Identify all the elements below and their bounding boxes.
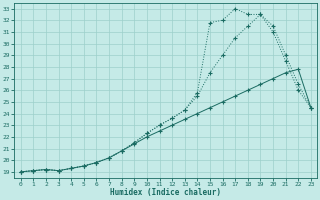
X-axis label: Humidex (Indice chaleur): Humidex (Indice chaleur)	[110, 188, 221, 197]
